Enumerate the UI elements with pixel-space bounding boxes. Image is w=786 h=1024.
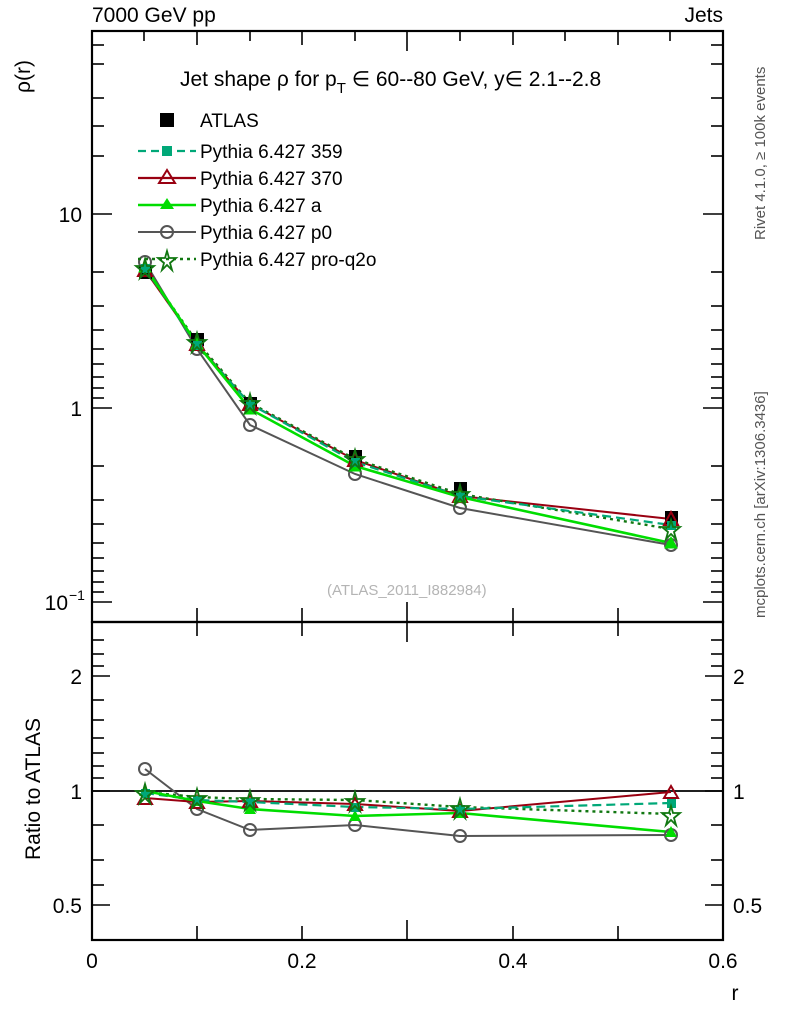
series-markers-359 [141,264,676,530]
legend-label-atlas: ATLAS [200,111,259,132]
ratio-markers-proq2o [133,780,683,829]
legend-item-proq2o[interactable]: Pythia 6.427 pro-q2o [138,247,376,274]
ratio-ytick-0p5: 0.5 [53,895,82,918]
legend-marker-370 [157,168,177,184]
xtick-0p6: 0.6 [708,950,737,973]
legend-label-a: Pythia 6.427 a [200,196,322,217]
legend-item-370[interactable]: Pythia 6.427 370 [138,168,343,190]
ratio-x-ticks [196,622,619,940]
legend-label-370: Pythia 6.427 370 [200,169,343,190]
main-ytick-10: 10 [59,204,82,227]
dataset-watermark: (ATLAS_2011_I882984) [327,582,487,599]
legend-marker-a [160,198,174,209]
series-markers-atlas [139,266,678,524]
series-line-a [143,266,672,545]
header-left-label: 7000 GeV pp [92,4,216,27]
main-y-minor-ticks [92,44,723,593]
legend-label-359: Pythia 6.427 359 [200,142,343,163]
plot-title-rest: ∈ 60--80 GeV, y∈ 2.1--2.8 [346,68,601,91]
main-ytick-1: 1 [70,398,82,421]
ratio-line-a [144,789,672,834]
series-line-proq2o [144,267,672,531]
ratio-y-axis: 2 1 0.5 2 1 0.5 [53,666,762,918]
legend-label-p0: Pythia 6.427 p0 [200,223,332,244]
svg-text:Jet shape ρ for pT ∈ 60--80 Ge: Jet shape ρ for pT ∈ 60--80 GeV, y∈ 2.1-… [180,68,601,97]
header-right-label: Jets [684,4,723,27]
legend-item-p0[interactable]: Pythia 6.427 p0 [138,223,332,244]
legend-marker-p0 [160,225,174,239]
main-ytick-0p1-exponent: −1 [69,587,85,603]
ratio-ytick-2-right: 2 [733,666,745,689]
xtick-0p2: 0.2 [287,950,316,973]
ratio-plot-frame [90,620,725,942]
series-line-359 [144,267,672,527]
plot-title-subscript: T [337,80,346,97]
series-markers-a [138,259,678,549]
plot-title-main: Jet shape ρ for p [180,68,337,91]
legend: ATLAS Pythia 6.427 359 Pythia 6.427 370 … [138,111,376,274]
main-y-axis-title: ρ(r) [12,60,35,93]
legend-item-atlas[interactable]: ATLAS [160,111,259,132]
xtick-0p4: 0.4 [498,950,528,973]
series-line-p0 [144,261,672,546]
ratio-ytick-2: 2 [70,666,82,689]
series-markers-proq2o [133,255,683,543]
sidenote-rivet: Rivet 4.1.0, ≥ 100k events [752,67,769,240]
x-axis-title: r [732,982,739,1005]
x-axis: 0 0.2 0.4 0.6 r [86,950,738,1005]
series-markers-370 [136,260,680,526]
ratio-y-axis-title: Ratio to ATLAS [22,718,45,860]
series-markers-p0 [138,255,678,552]
plot-header: 7000 GeV pp Jets [0,0,786,30]
ratio-markers-a [139,785,677,837]
plot-title: Jet shape ρ for pT ∈ 60--80 GeV, y∈ 2.1-… [180,68,601,97]
legend-item-a[interactable]: Pythia 6.427 a [138,196,322,217]
ratio-ytick-1-right: 1 [733,781,745,804]
legend-marker-atlas [160,113,174,127]
main-x-ticks [143,31,671,622]
ratio-line-proq2o [144,790,672,816]
legend-item-359[interactable]: Pythia 6.427 359 [138,142,343,163]
sidenote-mcplots: mcplots.cern.ch [arXiv:1306.3436] [752,391,769,618]
legend-label-proq2o: Pythia 6.427 pro-q2o [200,250,376,271]
ratio-line-370 [144,791,672,813]
main-ytick-0p1: 10 [45,592,68,615]
main-y-axis: 10 1 10 −1 [45,204,723,615]
legend-marker-359 [162,146,172,156]
legend-marker-proq2o [155,247,179,274]
ratio-y-minor-ticks [92,639,723,886]
xtick-0: 0 [86,950,98,973]
ratio-ytick-1: 1 [70,781,82,804]
ratio-ytick-0p5-right: 0.5 [733,895,762,918]
